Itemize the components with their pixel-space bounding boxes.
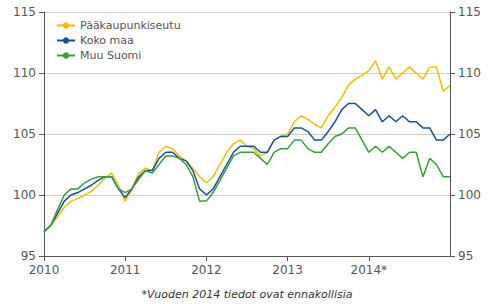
svg-text:110: 110 [13, 66, 36, 80]
svg-text:110: 110 [458, 66, 481, 80]
svg-text:115: 115 [458, 5, 481, 19]
svg-text:105: 105 [458, 127, 481, 141]
svg-text:Pääkaupunkiseutu: Pääkaupunkiseutu [80, 19, 181, 32]
svg-text:100: 100 [13, 188, 36, 202]
svg-text:105: 105 [13, 127, 36, 141]
svg-text:*Vuoden 2014 tiedot ovat ennak: *Vuoden 2014 tiedot ovat ennakollisia [142, 288, 353, 301]
svg-text:2013: 2013 [272, 263, 303, 277]
svg-text:95: 95 [458, 249, 473, 263]
svg-text:Koko maa: Koko maa [80, 34, 134, 47]
svg-text:95: 95 [21, 249, 36, 263]
svg-text:2014*: 2014* [351, 263, 388, 277]
svg-text:100: 100 [458, 188, 481, 202]
svg-text:2010: 2010 [29, 263, 60, 277]
svg-text:2011: 2011 [110, 263, 141, 277]
svg-text:115: 115 [13, 5, 36, 19]
svg-text:Muu Suomi: Muu Suomi [80, 49, 141, 62]
svg-text:2012: 2012 [191, 263, 222, 277]
